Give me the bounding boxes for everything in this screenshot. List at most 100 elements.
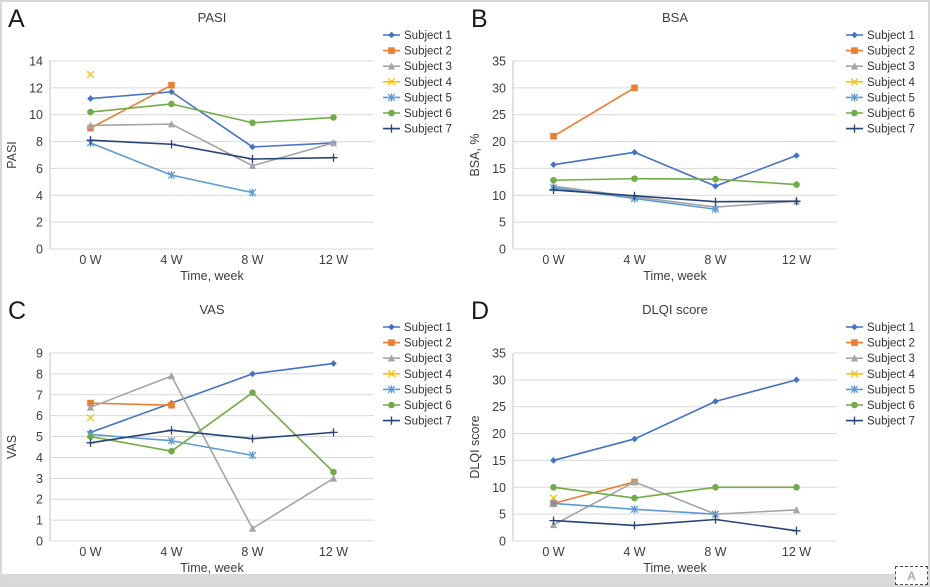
legend-label: Subject 5	[404, 384, 452, 396]
x-tick-label: 12 W	[319, 253, 348, 267]
legend-item: Subject 7	[383, 416, 452, 428]
x-tick-label: 8 W	[241, 545, 263, 559]
y-tick-label: 1	[36, 514, 43, 528]
x-tick-label: 4 W	[160, 253, 182, 267]
x-tick-label: 0 W	[79, 253, 101, 267]
x-axis-title: Time, week	[180, 269, 244, 283]
legend-item: Subject 6	[846, 108, 915, 120]
legend: Subject 1 Subject 2 Subject 3 Subject 4 Subj…	[383, 322, 453, 428]
y-axis-title: DLQI score	[468, 415, 482, 478]
y-tick-label: 2	[36, 216, 43, 230]
legend-item: Subject 5	[383, 384, 452, 396]
legend-label: Subject 1	[867, 322, 915, 334]
x-tick-label: 12 W	[782, 253, 811, 267]
legend-label: Subject 4	[404, 77, 453, 89]
axes-grid: 0 5 10 15 20 25 30 35 0 W 4 W 8 W 12 W Time, week DLQ…	[468, 347, 837, 575]
chart-title-vas: VAS	[199, 302, 225, 317]
series-subject-3	[549, 182, 801, 211]
panel-label-a: A	[8, 5, 26, 33]
legend-item: Subject 5	[846, 384, 915, 396]
x-axis-title: Time, week	[643, 269, 707, 283]
legend-item: Subject 5	[383, 92, 452, 104]
pasi-plot: 0 2 4 6 8 10 12 14 0 W 4 W 8 W 12 W Time, week PASI Su…	[2, 4, 465, 296]
y-tick-label: 4	[36, 189, 43, 203]
chart-title-bsa: BSA	[661, 10, 688, 25]
legend-item: Subject 4	[383, 369, 453, 381]
chart-svg: 0 1 2 3 4 5 6 7 8 9 0 W 4 W 8 W 12 W Time, week VAS Subj…	[5, 322, 453, 575]
series-subject-3	[549, 478, 801, 529]
legend-item: Subject 6	[846, 400, 915, 412]
series-subject-7	[86, 136, 338, 164]
legend-item: Subject 7	[846, 124, 915, 136]
panel-label-c: C	[8, 297, 27, 325]
x-axis-title: Time, week	[180, 561, 244, 575]
legend-item: Subject 2	[383, 338, 452, 350]
legend-item: Subject 4	[846, 77, 916, 89]
series-subject-6	[550, 483, 800, 502]
y-tick-label: 30	[492, 373, 506, 387]
y-axis-title: BSA, %	[468, 133, 482, 176]
series-subject-3	[86, 120, 338, 170]
legend-label: Subject 4	[867, 77, 916, 89]
series-subject-2	[87, 399, 175, 409]
series-subject-7	[86, 426, 338, 447]
series-subject-4	[86, 413, 95, 422]
y-axis-title: PASI	[5, 141, 19, 169]
series-subject-4	[86, 70, 95, 79]
legend-label: Subject 6	[404, 108, 452, 120]
series-subject-3	[86, 372, 338, 532]
chart-svg: 0 5 10 15 20 25 30 35 0 W 4 W 8 W 12 W Time, week BSA…	[468, 30, 916, 283]
x-axis-title: Time, week	[643, 561, 707, 575]
x-tick-label: 8 W	[704, 253, 726, 267]
chart-panel-bsa: B BSA 0 5 10 15 20 25 30 35 0 W 4 W 8 W 12 W Time, w…	[465, 4, 928, 296]
x-tick-label: 4 W	[623, 253, 645, 267]
axes-grid: 0 1 2 3 4 5 6 7 8 9 0 W 4 W 8 W 12 W Time, week VAS	[5, 347, 374, 575]
y-tick-label: 5	[36, 430, 43, 444]
series-subject-6	[87, 389, 337, 476]
y-tick-label: 20	[492, 427, 506, 441]
chart-panel-dlqi: D DLQI score 0 5 10 15 20 25 30 35 0 W 4 W 8 W 12 W…	[465, 296, 928, 577]
y-tick-label: 2	[36, 493, 43, 507]
x-tick-label: 0 W	[79, 545, 101, 559]
legend-label: Subject 2	[867, 338, 915, 350]
y-tick-label: 15	[492, 162, 506, 176]
y-tick-label: 3	[36, 472, 43, 486]
y-tick-label: 6	[36, 162, 43, 176]
textbox-selection-icon[interactable]: A	[895, 566, 928, 585]
series-subject-1	[550, 376, 800, 464]
series-subject-5	[549, 499, 720, 519]
legend-item: Subject 7	[846, 416, 915, 428]
chart-svg: 0 5 10 15 20 25 30 35 0 W 4 W 8 W 12 W Time, week DLQ…	[468, 322, 916, 575]
y-tick-label: 6	[36, 409, 43, 423]
legend-item: Subject 7	[383, 124, 452, 136]
series-subject-1	[87, 88, 337, 151]
series-subject-6	[87, 100, 337, 127]
chart-panel-pasi: A PASI 0 2 4 6 8 10 12 14 0 W 4 W 8 W 12 W Time, wee…	[2, 4, 465, 296]
legend-label: Subject 1	[867, 30, 915, 42]
chart-panel-vas: C VAS 0 1 2 3 4 5 6 7 8 9 0 W 4 W 8 W 12 W Time, week V…	[2, 296, 465, 577]
y-tick-label: 25	[492, 108, 506, 122]
textbox-selection-letter: A	[907, 568, 916, 583]
y-tick-label: 0	[36, 535, 43, 549]
legend-item: Subject 1	[383, 322, 452, 334]
legend-label: Subject 2	[404, 46, 452, 58]
y-tick-label: 35	[492, 55, 506, 69]
y-tick-label: 8	[36, 135, 43, 149]
legend-item: Subject 5	[846, 92, 915, 104]
legend-item: Subject 6	[383, 400, 452, 412]
y-axis-title: VAS	[5, 435, 19, 459]
panel-label-d: D	[471, 297, 490, 325]
legend-label: Subject 7	[404, 124, 452, 136]
chart-title-pasi: PASI	[197, 10, 227, 25]
y-tick-label: 0	[499, 243, 506, 257]
legend-label: Subject 3	[404, 353, 452, 365]
legend-label: Subject 2	[867, 46, 915, 58]
legend-label: Subject 5	[404, 92, 452, 104]
legend-label: Subject 5	[867, 384, 915, 396]
legend-label: Subject 5	[867, 92, 915, 104]
legend-label: Subject 3	[867, 353, 915, 365]
legend-item: Subject 1	[846, 322, 915, 334]
chart-title-dlqi: DLQI score	[642, 302, 708, 317]
legend-label: Subject 4	[404, 369, 453, 381]
